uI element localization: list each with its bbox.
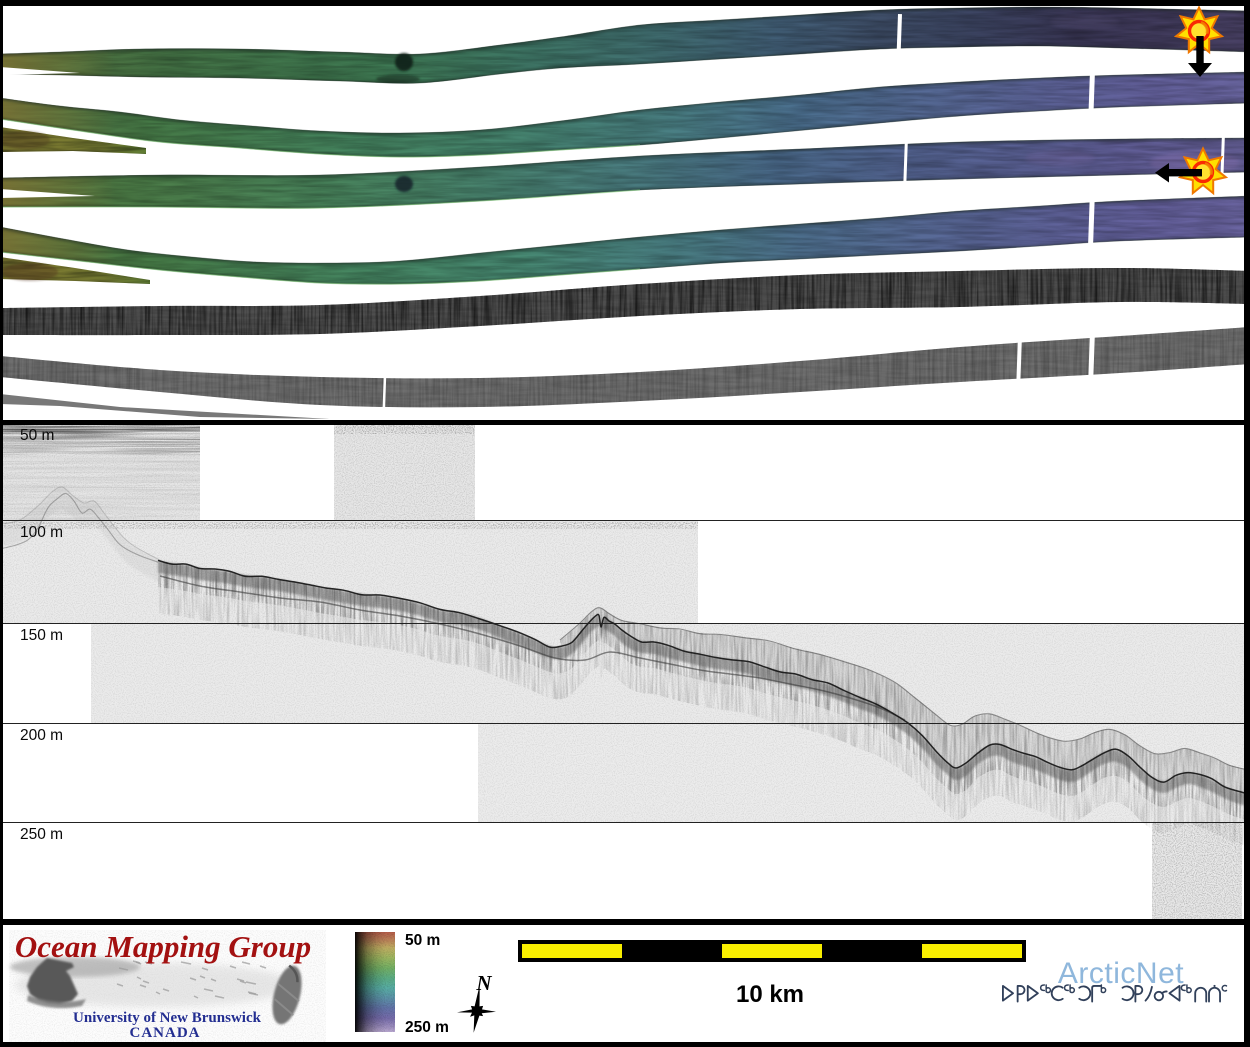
svg-text:CANADA: CANADA: [130, 1025, 201, 1041]
svg-text:100 m: 100 m: [20, 524, 63, 541]
svg-text:250 m: 250 m: [405, 1019, 449, 1036]
svg-text:University of New Brunswick: University of New Brunswick: [73, 1010, 262, 1026]
svg-text:250 m: 250 m: [20, 826, 63, 843]
svg-text:Ocean Mapping Group: Ocean Mapping Group: [15, 929, 311, 964]
svg-text:150 m: 150 m: [20, 627, 63, 644]
svg-text:N: N: [475, 971, 492, 995]
svg-text:50 m: 50 m: [405, 932, 440, 949]
svg-text:200 m: 200 m: [20, 727, 63, 744]
svg-text:10 km: 10 km: [736, 981, 804, 1008]
svg-text:50 m: 50 m: [20, 427, 54, 444]
svg-text:ArcticNet: ArcticNet: [1058, 957, 1184, 990]
